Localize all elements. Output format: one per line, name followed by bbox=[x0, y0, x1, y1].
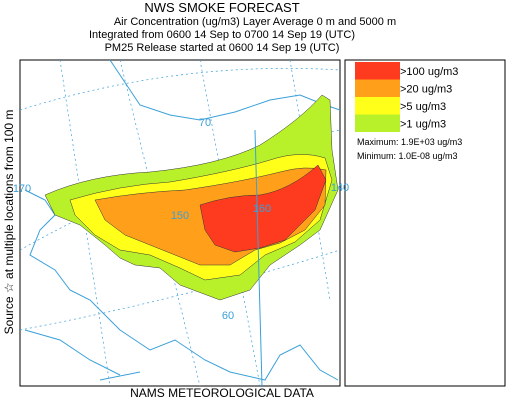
footer: NAMS METEOROLOGICAL DATA bbox=[130, 386, 314, 400]
side-label: Source ☆ at multiple locations from 100 … bbox=[2, 110, 16, 335]
graticule-label: 60 bbox=[222, 310, 234, 322]
legend-swatch bbox=[355, 79, 400, 97]
legend: >100 ug/m3 >20 ug/m3 >5 ug/m3 >1 ug/m3 bbox=[355, 62, 458, 132]
maximum: Maximum: 1.9E+03 ug/m3 bbox=[357, 137, 462, 147]
coastline bbox=[24, 329, 141, 381]
graticule-label: 70 bbox=[199, 117, 211, 129]
legend-swatch bbox=[355, 97, 400, 115]
coastline bbox=[24, 189, 339, 381]
graticule-label: 140 bbox=[331, 182, 349, 194]
graticule-label: 160 bbox=[253, 203, 271, 215]
legend-label: >5 ug/m3 bbox=[400, 101, 446, 113]
title: NWS SMOKE FORECAST bbox=[144, 0, 299, 15]
graticule-label: 170 bbox=[13, 183, 31, 195]
border bbox=[254, 129, 263, 387]
legend-label: >100 ug/m3 bbox=[400, 66, 458, 78]
legend-label: >1 ug/m3 bbox=[400, 118, 446, 130]
legend-label: >20 ug/m3 bbox=[400, 83, 452, 95]
map bbox=[19, 59, 341, 387]
legend-swatch bbox=[355, 114, 400, 132]
plume-peak bbox=[199, 164, 327, 253]
subtitle: PM25 Release started at 0600 14 Sep 19 (… bbox=[105, 42, 340, 54]
graticule-labels: 70 170 150 160 140 60 bbox=[13, 117, 349, 322]
minimum: Minimum: 1.0E-08 ug/m3 bbox=[357, 151, 458, 161]
subtitle: Air Concentration (ug/m3) Layer Average … bbox=[114, 16, 396, 28]
legend-swatch bbox=[355, 62, 400, 80]
subtitle: Integrated from 0600 14 Sep to 0700 14 S… bbox=[89, 29, 355, 41]
graticule-label: 150 bbox=[171, 210, 189, 222]
